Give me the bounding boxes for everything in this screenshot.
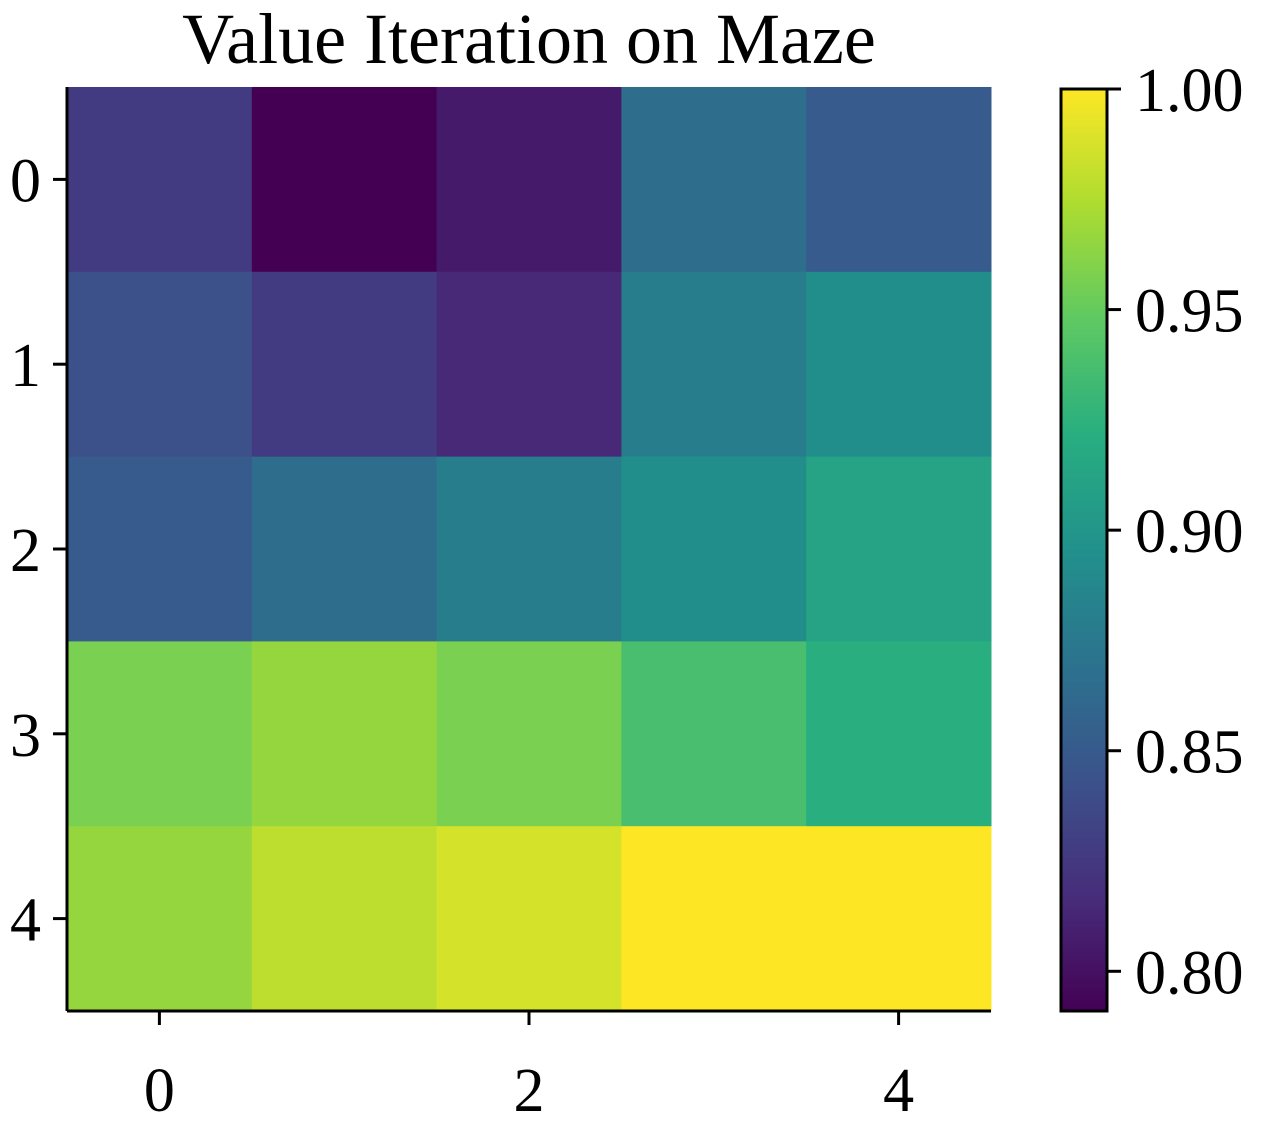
heatmap-cell [806, 641, 992, 827]
heatmap-cell [251, 641, 438, 827]
y-tick-label: 0 [10, 147, 41, 215]
chart-title: Value Iteration on Maze [182, 0, 876, 79]
heatmap-cell [251, 456, 438, 642]
x-tick-label: 4 [883, 1057, 914, 1125]
heatmap-cell [436, 456, 622, 642]
y-tick-label: 3 [10, 702, 41, 770]
heatmap-cell [67, 87, 253, 273]
heatmap-cell [621, 826, 807, 1012]
heatmap-cell [251, 87, 438, 273]
x-tick-label: 2 [514, 1057, 545, 1125]
heatmap-cell [436, 271, 622, 458]
heatmap-cell [621, 271, 807, 458]
y-tick-label: 1 [10, 332, 41, 400]
colorbar-frame [1059, 87, 1109, 1013]
y-tick-label: 2 [10, 517, 41, 585]
colorbar-tick-label: 0.80 [1135, 939, 1244, 1007]
heatmap-cell [251, 826, 438, 1012]
heatmap-cell [67, 641, 253, 827]
heatmap-cell [621, 641, 807, 827]
y-tick-label: 4 [10, 887, 41, 955]
heatmap-cell [806, 826, 992, 1012]
colorbar-tick-label: 0.95 [1135, 278, 1244, 346]
heatmap-cell [806, 87, 992, 273]
heatmap-cell [806, 456, 992, 642]
colorbar-gradient [1061, 89, 1107, 1011]
heatmap-cell [806, 271, 992, 458]
heatmap-cell [67, 456, 253, 642]
heatmap-cells [67, 87, 992, 1012]
heatmap-cell [251, 271, 438, 458]
heatmap-cell [436, 87, 622, 273]
heatmap-cell [436, 826, 622, 1012]
heatmap-cell [436, 641, 622, 827]
colorbar-tick-label: 1.00 [1135, 57, 1244, 125]
colorbar-tick-label: 0.90 [1135, 498, 1244, 566]
heatmap-cell [621, 456, 807, 642]
colorbar: 0.80 0.85 0.90 0.95 1.00 [1059, 57, 1244, 1013]
heatmap-cell [621, 87, 807, 273]
heatmap-cell [67, 826, 253, 1012]
x-tick-label: 0 [144, 1057, 175, 1125]
heatmap-cell [67, 271, 253, 458]
heatmap-axes: 0 1 2 3 4 0 2 4 [10, 87, 991, 1125]
colorbar-tick-label: 0.85 [1135, 719, 1244, 787]
